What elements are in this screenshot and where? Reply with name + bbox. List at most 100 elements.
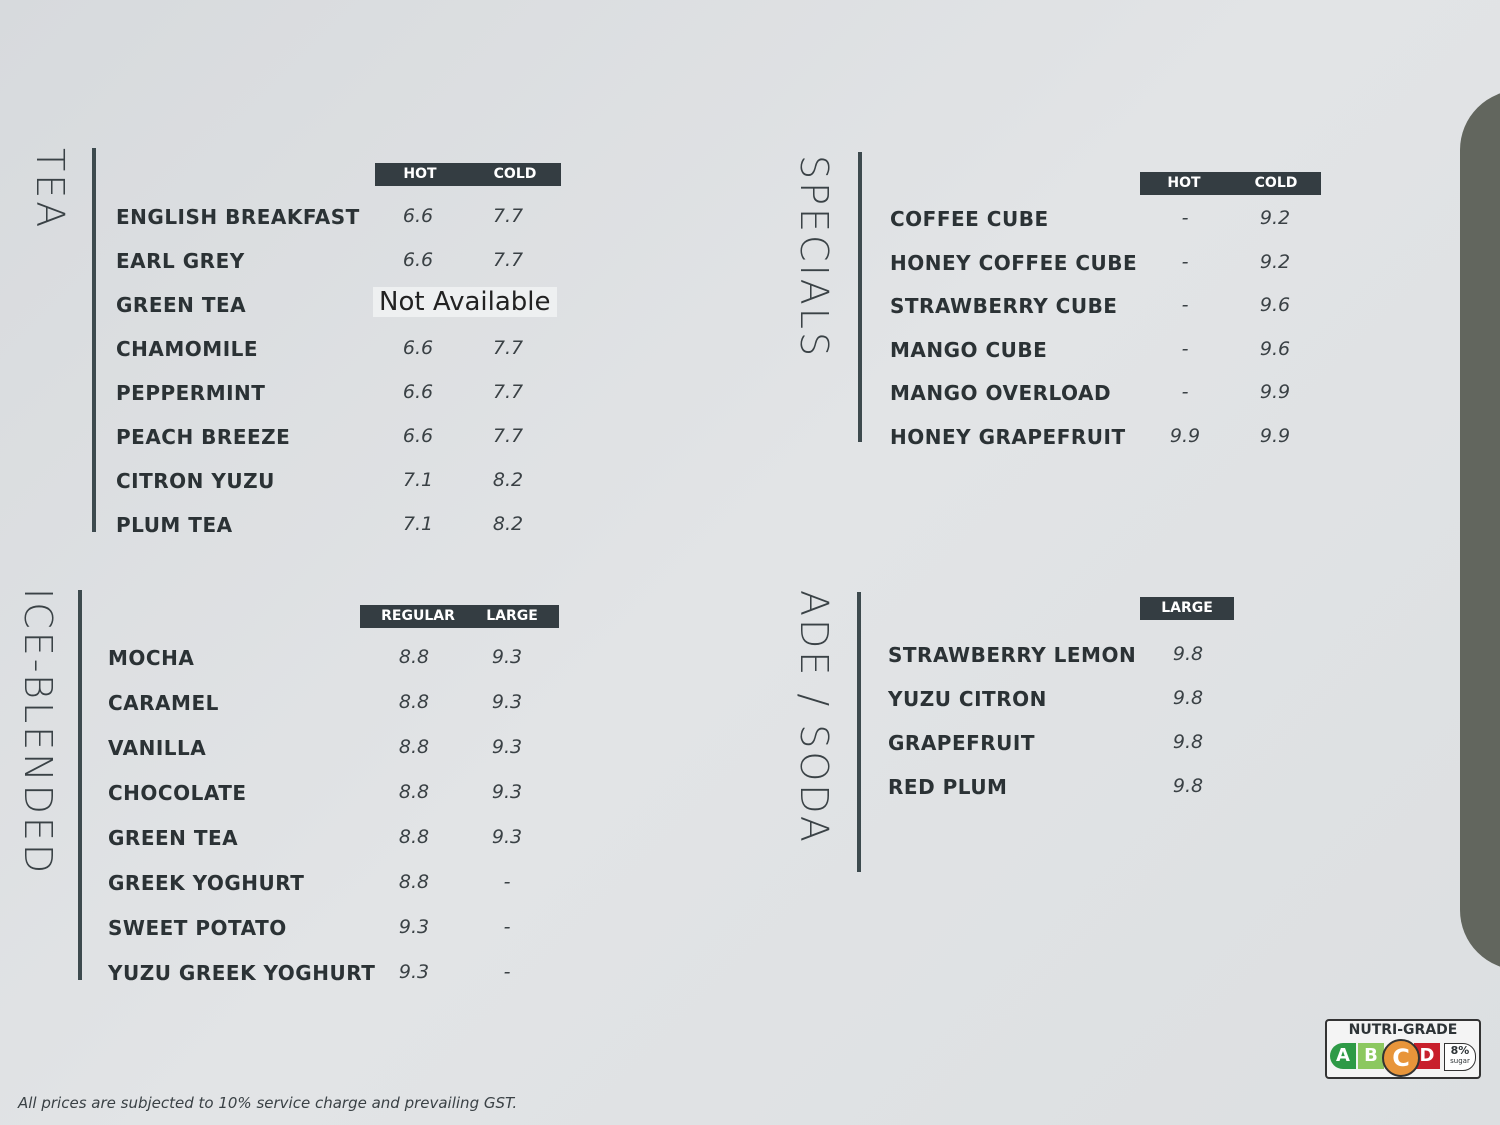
menu-item: CHAMOMILE 6.6 7.7 bbox=[116, 337, 616, 367]
item-price-hot: 6.6 bbox=[402, 381, 434, 403]
menu-item: GRAPEFRUIT 9.8 bbox=[888, 731, 1388, 761]
item-price-cold: 9.6 bbox=[1259, 337, 1291, 360]
item-price-hot: 9.9 bbox=[1169, 424, 1201, 447]
ade-soda-title: ADE / SODA bbox=[792, 590, 836, 845]
item-name: STRAWBERRY CUBE bbox=[890, 294, 1118, 318]
ice-blended-divider bbox=[78, 590, 82, 980]
menu-item: MOCHA 8.8 9.3 bbox=[108, 646, 608, 676]
item-price-cold: 8.2 bbox=[492, 469, 524, 491]
item-price-large: 9.3 bbox=[491, 736, 523, 758]
item-name: RED PLUM bbox=[888, 775, 1008, 799]
menu-item: CITRON YUZU 7.1 8.2 bbox=[116, 469, 616, 499]
item-price-cold: 8.2 bbox=[492, 513, 524, 535]
menu-item: PEACH BREEZE 6.6 7.7 bbox=[116, 425, 616, 455]
header-cold: COLD bbox=[1254, 175, 1298, 191]
item-price-hot: - bbox=[1181, 294, 1189, 316]
item-price-cold: 7.7 bbox=[492, 381, 524, 403]
menu-item: GREEN TEA 8.8 9.3 bbox=[108, 826, 608, 856]
header-hot: HOT bbox=[403, 166, 437, 182]
item-price-regular: 8.8 bbox=[398, 691, 430, 713]
item-price-cold: 9.2 bbox=[1259, 207, 1291, 229]
menu-item: MANGO OVERLOAD - 9.9 bbox=[890, 381, 1390, 411]
menu-item: GREEK YOGHURT 8.8 - bbox=[108, 871, 608, 901]
item-price-cold: 9.6 bbox=[1259, 294, 1291, 316]
item-price-hot: 7.1 bbox=[402, 513, 434, 535]
item-name: STRAWBERRY LEMON bbox=[888, 643, 1137, 667]
item-name: ENGLISH BREAKFAST bbox=[116, 205, 360, 229]
item-name: PLUM TEA bbox=[116, 513, 233, 537]
item-name: COFFEE CUBE bbox=[890, 207, 1049, 231]
grade-c: C bbox=[1382, 1039, 1420, 1077]
sugar-label: sugar bbox=[1450, 1057, 1470, 1065]
item-price-hot: 6.6 bbox=[402, 205, 434, 227]
item-price-regular: 9.3 bbox=[398, 916, 430, 938]
menu-item: CARAMEL 8.8 9.3 bbox=[108, 691, 608, 721]
item-name: VANILLA bbox=[108, 736, 207, 760]
ice-blended-title: ICE-BLENDED bbox=[16, 588, 60, 877]
menu-item: PEPPERMINT 6.6 7.7 bbox=[116, 381, 616, 411]
item-price-cold: 7.7 bbox=[492, 249, 524, 271]
item-price-large: 9.8 bbox=[1172, 775, 1204, 797]
item-name: MANGO CUBE bbox=[890, 337, 1048, 362]
item-name: PEACH BREEZE bbox=[116, 425, 291, 449]
header-cold: COLD bbox=[493, 166, 537, 182]
header-large: LARGE bbox=[486, 608, 538, 624]
item-name: CITRON YUZU bbox=[116, 469, 275, 493]
item-price-hot: - bbox=[1181, 207, 1189, 229]
item-name: MANGO OVERLOAD bbox=[890, 381, 1112, 405]
item-price-large: 9.8 bbox=[1172, 687, 1204, 709]
menu-item: EARL GREY 6.6 7.7 bbox=[116, 249, 616, 279]
item-name: YUZU CITRON bbox=[888, 687, 1047, 711]
item-name: GRAPEFRUIT bbox=[888, 731, 1036, 755]
item-price-hot: - bbox=[1181, 337, 1189, 360]
nutri-grade-title: NUTRI-GRADE bbox=[1348, 1022, 1458, 1038]
ade-soda-header: LARGE bbox=[1140, 597, 1234, 620]
menu-item: MANGO CUBE - 9.6 bbox=[890, 338, 1390, 368]
item-price-hot: 6.6 bbox=[402, 425, 434, 447]
item-name: CARAMEL bbox=[108, 691, 219, 715]
grade-a: A bbox=[1330, 1043, 1356, 1069]
item-price-cold: 9.9 bbox=[1259, 381, 1291, 403]
item-name: GREEN TEA bbox=[108, 826, 239, 850]
menu-item: VANILLA 8.8 9.3 bbox=[108, 736, 608, 766]
item-price-large: 9.3 bbox=[491, 646, 523, 668]
item-price-large: 9.3 bbox=[491, 691, 523, 713]
header-hot: HOT bbox=[1167, 175, 1201, 191]
menu-item: HONEY COFFEE CUBE - 9.2 bbox=[890, 251, 1390, 281]
menu-item: SWEET POTATO 9.3 - bbox=[108, 916, 608, 946]
grade-b: B bbox=[1358, 1043, 1384, 1069]
item-price-regular: 8.8 bbox=[398, 736, 430, 758]
item-price-regular: 8.8 bbox=[398, 826, 430, 848]
item-name: PEPPERMINT bbox=[116, 381, 266, 405]
menu-item: PLUM TEA 7.1 8.2 bbox=[116, 513, 616, 543]
item-price-regular: 8.8 bbox=[398, 781, 430, 803]
item-name: CHOCOLATE bbox=[108, 781, 247, 805]
specials-divider bbox=[858, 152, 862, 442]
item-name: HONEY GRAPEFRUIT bbox=[890, 424, 1126, 449]
menu-item: STRAWBERRY LEMON 9.8 bbox=[888, 643, 1388, 673]
item-name: GREEN TEA bbox=[116, 293, 247, 317]
menu-item: HONEY GRAPEFRUIT 9.9 9.9 bbox=[890, 425, 1390, 455]
tea-header: HOT COLD bbox=[375, 163, 561, 186]
menu-item: GREEN TEA Not Available bbox=[116, 287, 616, 323]
item-name: CHAMOMILE bbox=[116, 337, 259, 361]
item-price-large: 9.3 bbox=[491, 826, 523, 848]
item-price-regular: 8.8 bbox=[398, 646, 430, 668]
item-name: YUZU GREEK YOGHURT bbox=[108, 961, 376, 985]
item-price-hot: 7.1 bbox=[402, 469, 434, 491]
item-name: GREEK YOGHURT bbox=[108, 871, 305, 895]
item-price-large: 9.8 bbox=[1172, 731, 1204, 753]
service-charge-note: All prices are subjected to 10% service … bbox=[18, 1094, 518, 1112]
item-price-cold: 7.7 bbox=[492, 425, 524, 447]
item-price-cold: 7.7 bbox=[492, 337, 524, 359]
tea-divider bbox=[92, 148, 96, 532]
menu-item: YUZU GREEK YOGHURT 9.3 - bbox=[108, 961, 608, 991]
ade-soda-divider bbox=[857, 592, 861, 872]
header-large: LARGE bbox=[1161, 600, 1213, 616]
ice-blended-header: REGULAR LARGE bbox=[360, 605, 559, 628]
menu-item: CHOCOLATE 8.8 9.3 bbox=[108, 781, 608, 811]
menu-item: COFFEE CUBE - 9.2 bbox=[890, 207, 1390, 237]
item-price-regular: 8.8 bbox=[398, 871, 430, 893]
